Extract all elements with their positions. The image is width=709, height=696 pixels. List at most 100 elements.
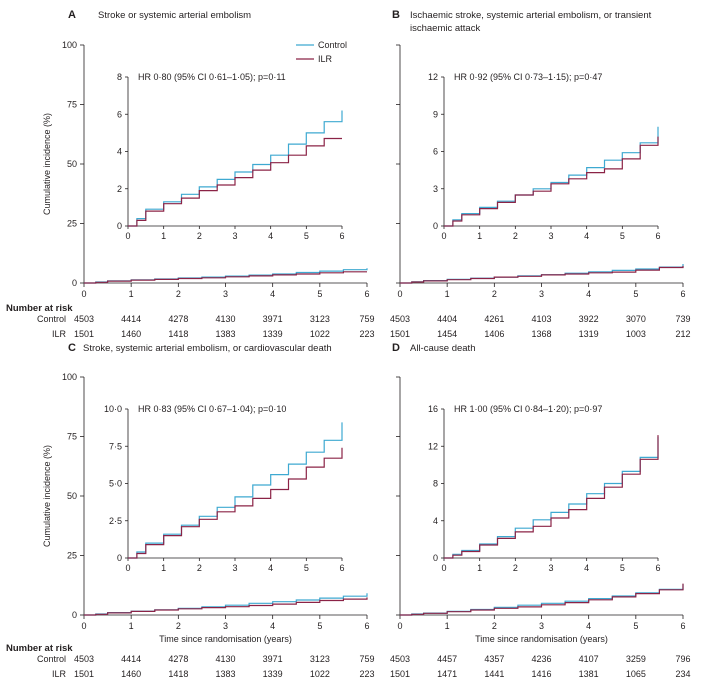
x-tick-label: 0 — [397, 289, 402, 299]
risk-value-ilr: 1339 — [263, 329, 283, 339]
panel-c: C Stroke, systemic arterial embolism, or … — [6, 342, 375, 679]
x-tick-label: 6 — [364, 621, 369, 631]
inset-x-tick-label: 0 — [441, 231, 446, 241]
series-line-ilr — [84, 271, 367, 284]
risk-value-ilr: 1501 — [74, 669, 94, 679]
risk-value-control: 3070 — [626, 314, 646, 324]
inset-x-tick-label: 6 — [655, 563, 660, 573]
risk-value-control: 3971 — [263, 654, 283, 664]
inset-x-tick-label: 2 — [197, 231, 202, 241]
risk-value-control: 4130 — [215, 654, 235, 664]
inset-series-line-ilr — [444, 435, 659, 559]
risk-value-ilr: 223 — [359, 669, 374, 679]
hazard-ratio-text: HR 0·92 (95% CI 0·73–1·15); p=0·47 — [454, 72, 602, 82]
risk-value-ilr: 1065 — [626, 669, 646, 679]
inset-y-tick-label: 7·5 — [109, 441, 122, 451]
risk-value-ilr: 1441 — [484, 669, 504, 679]
inset-x-tick-label: 5 — [620, 231, 625, 241]
x-tick-label: 1 — [445, 289, 450, 299]
x-tick-label: 3 — [223, 289, 228, 299]
x-tick-label: 2 — [176, 621, 181, 631]
inset-y-tick-label: 3 — [433, 184, 438, 194]
x-tick-label: 6 — [680, 289, 685, 299]
risk-value-control: 4503 — [390, 314, 410, 324]
inset-x-tick-label: 5 — [620, 563, 625, 573]
risk-value-ilr: 1501 — [74, 329, 94, 339]
series-line-ilr — [400, 583, 684, 616]
risk-value-ilr: 1339 — [263, 669, 283, 679]
risk-value-control: 4503 — [74, 654, 94, 664]
x-tick-label: 3 — [539, 289, 544, 299]
risk-value-control: 759 — [359, 654, 374, 664]
inset-x-tick-label: 5 — [304, 563, 309, 573]
panel-title: Stroke, systemic arterial embolism, or c… — [83, 343, 332, 354]
risk-value-control: 759 — [359, 314, 374, 324]
x-tick-label: 3 — [223, 621, 228, 631]
x-tick-label: 5 — [317, 621, 322, 631]
inset-x-tick-label: 5 — [304, 231, 309, 241]
risk-value-control: 4503 — [74, 314, 94, 324]
risk-value-ilr: 1501 — [390, 669, 410, 679]
inset-x-tick-label: 0 — [441, 563, 446, 573]
inset-series-line-control — [128, 422, 343, 559]
y-tick-label: 75 — [67, 432, 77, 442]
x-tick-label: 3 — [539, 621, 544, 631]
risk-value-ilr: 1319 — [579, 329, 599, 339]
risk-value-control: 4103 — [531, 314, 551, 324]
inset-y-tick-label: 5·0 — [109, 479, 122, 489]
inset-y-tick-label: 2 — [117, 184, 122, 194]
inset-series-line-control — [128, 110, 343, 227]
risk-value-ilr: 212 — [675, 329, 690, 339]
panel-title: Ischaemic stroke, systemic arterial embo… — [410, 10, 652, 21]
risk-value-control: 739 — [675, 314, 690, 324]
risk-value-control: 4130 — [215, 314, 235, 324]
inset-y-tick-label: 0 — [117, 221, 122, 231]
x-axis-label: Time since randomisation (years) — [475, 634, 608, 644]
risk-value-control: 4414 — [121, 654, 141, 664]
inset-series-line-ilr — [128, 137, 342, 227]
y-tick-label: 0 — [72, 610, 77, 620]
inset-y-tick-label: 12 — [428, 72, 438, 82]
number-at-risk-table: 4503 4457 4357 4236 4107 3259 796 1501 1471 1441 1… — [390, 654, 691, 679]
inset-x-tick-label: 6 — [655, 231, 660, 241]
inset-x-tick-label: 3 — [548, 231, 553, 241]
series-line-control — [400, 264, 684, 284]
panel-letter: D — [392, 342, 400, 354]
risk-value-control: 4457 — [437, 654, 457, 664]
inset-x-tick-label: 3 — [548, 563, 553, 573]
x-tick-label: 0 — [397, 621, 402, 631]
series-line-control — [400, 584, 684, 616]
x-tick-label: 0 — [81, 621, 86, 631]
panel-a: A Stroke or systemic arterial embolism 0 1 2… — [6, 9, 375, 339]
risk-value-control: 796 — [675, 654, 690, 664]
risk-value-ilr: 1003 — [626, 329, 646, 339]
inset-x-tick-label: 2 — [197, 563, 202, 573]
inset-x-tick-label: 0 — [125, 231, 130, 241]
x-tick-label: 6 — [680, 621, 685, 631]
legend: Control ILR — [296, 40, 347, 64]
inset-x-tick-label: 4 — [268, 231, 273, 241]
risk-value-ilr: 1406 — [484, 329, 504, 339]
inset-y-tick-label: 8 — [433, 479, 438, 489]
inset-y-tick-label: 0 — [433, 221, 438, 231]
inset-series-line-control — [444, 126, 659, 227]
risk-value-ilr: 1460 — [121, 669, 141, 679]
panel-b: B Ischaemic stroke, systemic arterial emb… — [390, 9, 691, 339]
inset-y-tick-label: 4 — [433, 516, 438, 526]
inset-x-tick-label: 2 — [513, 231, 518, 241]
risk-value-ilr: 1383 — [215, 329, 235, 339]
inset-y-tick-label: 10·0 — [104, 404, 122, 414]
inset-x-tick-label: 6 — [339, 563, 344, 573]
risk-value-control: 4357 — [484, 654, 504, 664]
risk-value-control: 3971 — [263, 314, 283, 324]
x-tick-label: 4 — [270, 621, 275, 631]
risk-value-control: 3123 — [310, 314, 330, 324]
y-tick-label: 50 — [67, 491, 77, 501]
risk-table-header: Number at risk — [6, 303, 73, 314]
risk-value-ilr: 1383 — [215, 669, 235, 679]
risk-value-ilr: 1416 — [531, 669, 551, 679]
